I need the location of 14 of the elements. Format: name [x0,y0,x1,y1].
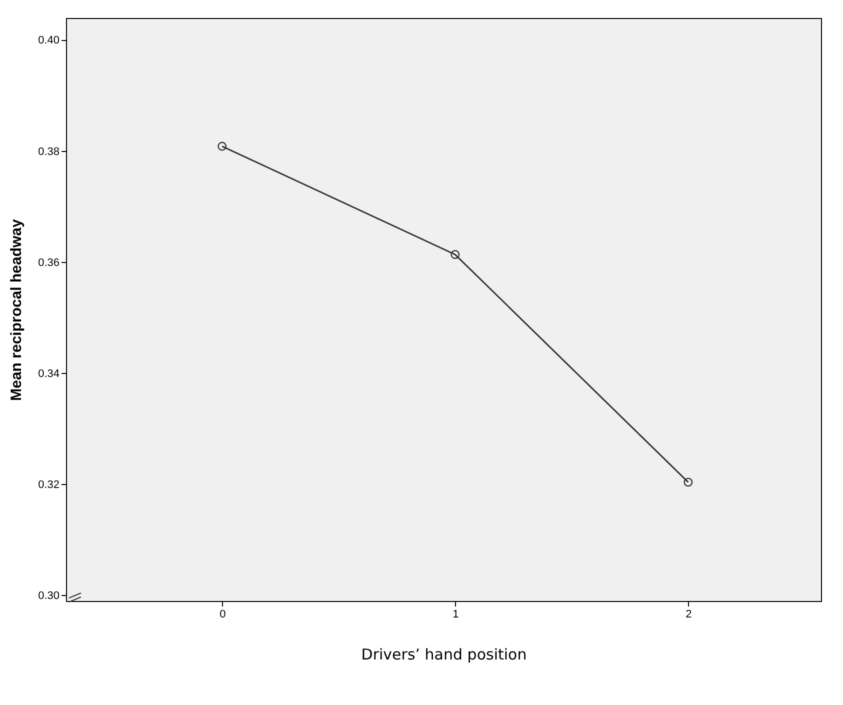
x-tick-label: 0 [220,608,226,620]
point [218,142,227,151]
y-tick-label: 0.34 [38,368,60,380]
y-tick-label: 0.38 [38,146,60,158]
x-tick-label: 2 [686,608,692,620]
y-tick-label: 0.40 [38,34,60,47]
y-tick-label: 0.30 [38,590,60,602]
y-tick-label: 0.32 [38,478,60,491]
point [684,478,693,487]
x-tick-label: 1 [452,608,459,620]
x-axis-title: Drivers’ hand position [361,646,527,664]
y-axis-title: Mean reciprocal headway [8,218,26,401]
point [450,250,460,259]
y-tick-label: 0.36 [38,256,60,269]
